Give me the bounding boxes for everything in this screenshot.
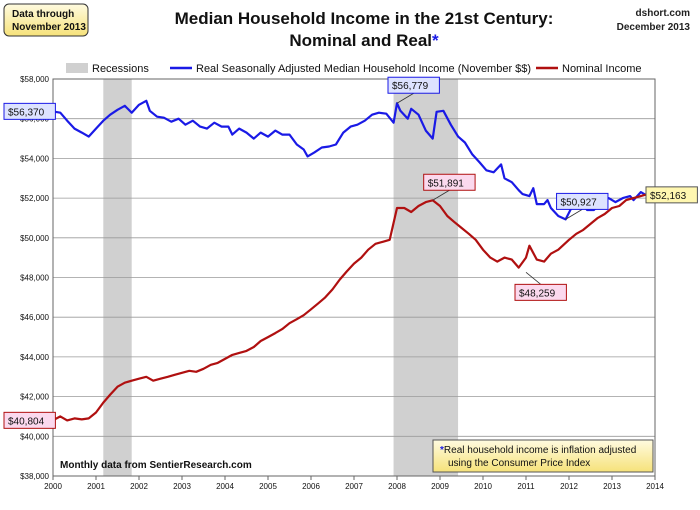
data-through-line2: November 2013 — [12, 22, 86, 33]
footnote-asterisk: * — [440, 445, 444, 456]
footnote-line1-text: Real household income is inflation adjus… — [444, 445, 636, 456]
callout-label-real: $56,779 — [392, 81, 429, 92]
chart-title-line2-text: Nominal and Real — [289, 31, 432, 50]
callout-leader — [525, 272, 541, 285]
x-tick-label: 2010 — [474, 482, 492, 491]
y-tick-label: $40,000 — [20, 432, 49, 441]
callout-label-real: $50,927 — [561, 197, 598, 208]
x-tick-label: 2013 — [603, 482, 621, 491]
data-through-line1: Data through — [12, 9, 74, 20]
y-tick-label: $48,000 — [20, 274, 49, 283]
callout-leader — [396, 92, 414, 104]
callout-leader — [565, 209, 583, 220]
x-tick-label: 2002 — [130, 482, 148, 491]
callout-leader — [432, 189, 450, 201]
callout-label-nominal: $51,891 — [428, 178, 465, 189]
x-tick-label: 2004 — [216, 482, 234, 491]
value-callouts: $56,370 $56,779 $50,927 $52,163 $51,891 $48,2… — [3, 76, 698, 429]
callout-box-real — [556, 192, 609, 210]
footnote-box: *Real household income is inflation adju… — [432, 439, 654, 473]
real-income-line — [52, 99, 652, 221]
callout-box-real — [387, 76, 440, 94]
legend: Recessions Real Seasonally Adjusted Media… — [66, 63, 641, 75]
callout-box-latest — [645, 186, 698, 204]
callout-box-nominal — [3, 411, 56, 429]
x-tick-label: 2008 — [388, 482, 406, 491]
x-tick-label: 2005 — [259, 482, 277, 491]
x-tick-label: 2000 — [44, 482, 62, 491]
y-tick-label: $42,000 — [20, 393, 49, 402]
series-lines — [52, 99, 652, 422]
legend-label-real: Real Seasonally Adjusted Median Househol… — [196, 63, 531, 75]
legend-label-recession: Recessions — [92, 63, 149, 75]
source-note: Monthly data from SentierResearch.com — [60, 460, 252, 471]
callout-label-real: $56,370 — [8, 107, 45, 118]
y-axis-ticks: $38,000 $40,000 $42,000 $44,000 $46,000 $48,0… — [20, 75, 49, 481]
x-tick-label: 2003 — [173, 482, 191, 491]
callout-box-nominal — [423, 173, 476, 191]
callout-label-latest: $52,163 — [650, 191, 687, 202]
footnote-box-bg — [432, 439, 654, 473]
y-tick-label: $54,000 — [20, 154, 49, 163]
callout-label-nominal: $40,804 — [8, 416, 45, 427]
nominal-income-line — [52, 193, 652, 422]
gridlines — [53, 118, 655, 437]
source-date: December 2013 — [617, 22, 691, 33]
x-tick-label: 2007 — [345, 482, 363, 491]
data-through-box: Data through November 2013 — [3, 3, 89, 37]
x-tick-label: 2009 — [431, 482, 449, 491]
y-tick-label: $50,000 — [20, 234, 49, 243]
y-tick-label: $58,000 — [20, 75, 49, 84]
data-through-box-bg — [3, 3, 89, 37]
x-tick-label: 2012 — [560, 482, 578, 491]
chart-title-asterisk: * — [432, 31, 439, 50]
legend-swatch-recession — [66, 63, 88, 73]
x-tick-label: 2014 — [646, 482, 664, 491]
chart-title-line2: Nominal and Real* — [289, 31, 439, 50]
x-tick-label: 2006 — [302, 482, 320, 491]
callout-box-real — [3, 102, 56, 120]
callout-label-nominal: $48,259 — [519, 288, 556, 299]
x-tick-label: 2001 — [87, 482, 105, 491]
footnote-line2: using the Consumer Price Index — [448, 458, 590, 469]
y-tick-label: $38,000 — [20, 472, 49, 481]
source-site: dshort.com — [636, 8, 691, 19]
x-axis-ticks: 2000 2001 2002 2003 2004 2005 2006 2007 2008 2009… — [44, 476, 664, 491]
y-tick-label: $46,000 — [20, 313, 49, 322]
chart-title-line1: Median Household Income in the 21st Cent… — [175, 9, 554, 28]
x-tick-label: 2011 — [517, 482, 535, 491]
y-tick-label: $44,000 — [20, 353, 49, 362]
legend-label-nominal: Nominal Income — [562, 63, 641, 75]
y-tick-label: $52,000 — [20, 194, 49, 203]
callout-box-nominal — [514, 283, 567, 301]
footnote-line1: *Real household income is inflation adju… — [440, 445, 636, 456]
